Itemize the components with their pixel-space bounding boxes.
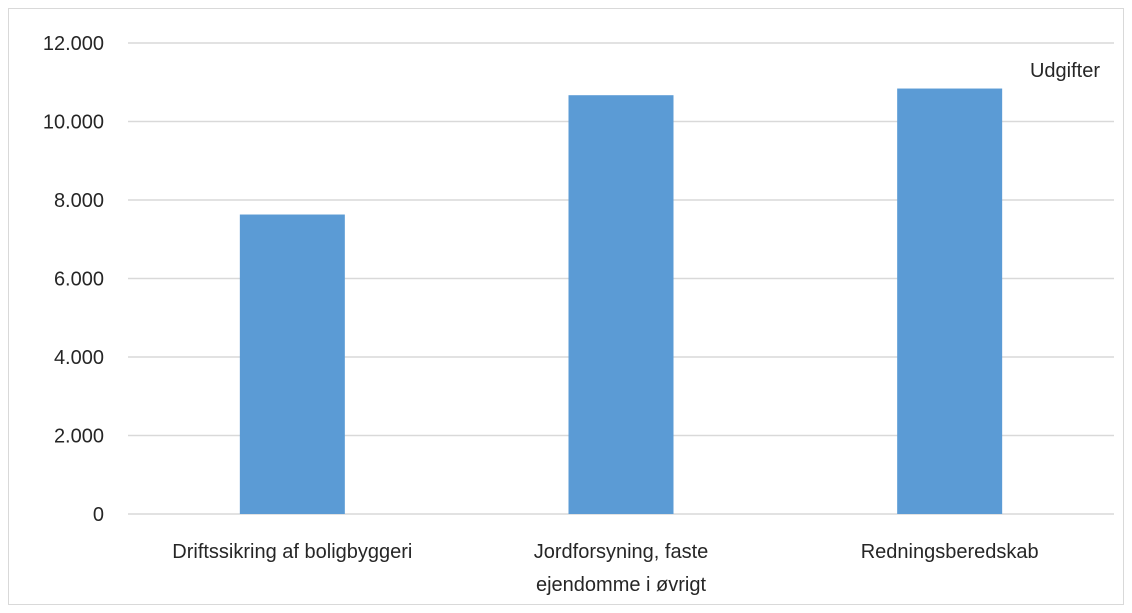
x-axis: Driftssikring af boligbyggeri Jordforsyni… xyxy=(172,541,1038,596)
x-tick-label-line: Jordforsyning, faste xyxy=(534,541,709,563)
y-tick-label: 0 xyxy=(93,504,104,526)
y-tick-label: 6.000 xyxy=(54,269,104,291)
x-tick-label: Redningsberedskab xyxy=(861,541,1039,563)
x-tick-label: Driftssikring af boligbyggeri xyxy=(172,541,412,563)
y-axis: 0 2.000 4.000 6.000 8.000 10.000 12.000 xyxy=(43,33,104,526)
x-tick-label-line: ejendomme i øvrigt xyxy=(536,574,707,596)
legend-label: Udgifter xyxy=(1030,60,1100,82)
y-tick-label: 12.000 xyxy=(43,33,104,55)
x-tick-label-line: Redningsberedskab xyxy=(861,541,1039,563)
bar xyxy=(897,88,1003,514)
y-tick-label: 2.000 xyxy=(54,426,104,448)
x-tick-label-line: Driftssikring af boligbyggeri xyxy=(172,541,412,563)
bars xyxy=(239,88,1003,514)
bar xyxy=(568,95,674,514)
bar xyxy=(239,214,345,514)
y-tick-label: 8.000 xyxy=(54,190,104,212)
x-tick-label: Jordforsyning, faste ejendomme i øvrigt xyxy=(534,541,709,596)
y-tick-label: 4.000 xyxy=(54,347,104,369)
y-tick-label: 10.000 xyxy=(43,112,104,134)
